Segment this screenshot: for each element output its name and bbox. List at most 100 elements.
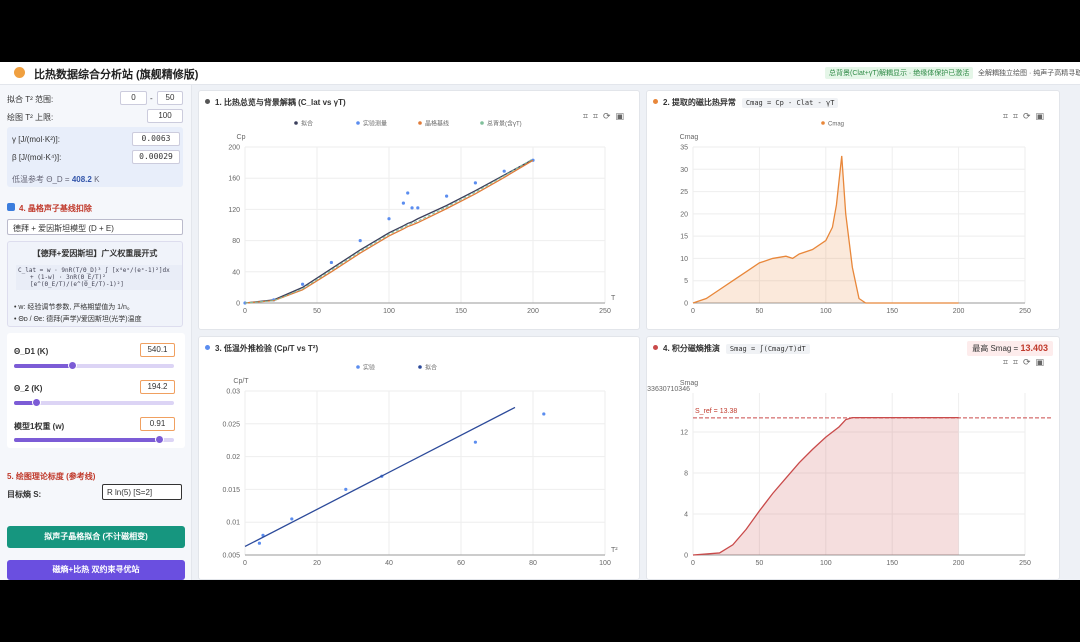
input[interactable]: 0	[120, 91, 147, 105]
header-note: 全解耦独立绘图 · 纯声子高精寻取	[978, 70, 1080, 77]
slider[interactable]	[14, 361, 174, 370]
separator: -	[150, 94, 153, 103]
chart: 0 50 100 150 200 250 0 4 8 12 Smag7933630710346 S_r…	[647, 380, 1053, 567]
legend-swatch	[418, 365, 422, 369]
formula: C_lat = w · 9nR(T/Θ_D)³ ∫ [x⁴eˣ/(eˣ-1)²]…	[16, 265, 182, 290]
y-tick-label: 5	[684, 278, 688, 285]
y-tick-label: 80	[232, 238, 240, 245]
legend-swatch	[821, 121, 825, 125]
data-point	[542, 412, 546, 416]
chart-panel: 1. 比热总览与背景解耦 (C_lat vs γT) ⌗⌗⟳▣ 0 50 100 15…	[198, 90, 640, 330]
y-axis-title: Cp/T	[233, 378, 249, 385]
input[interactable]: 0.00029	[132, 150, 180, 164]
app: 比热数据综合分析站 (旗舰精修版) 总背景(Clat+γT)解耦显示 · 绝缘体…	[0, 62, 1080, 580]
label: 拟合 T² 范围:	[7, 95, 54, 104]
toolbox[interactable]: ⌗⌗⟳▣	[1002, 357, 1049, 367]
formula-chip: Cmag = Cp - Clat - γT	[741, 98, 839, 108]
x-tick-label: 200	[953, 560, 965, 567]
slider[interactable]	[14, 398, 174, 407]
dot	[205, 99, 210, 104]
input[interactable]: 100	[147, 109, 183, 123]
x-tick-label: 50	[756, 308, 764, 315]
title-text: 4. 积分磁熵推演	[663, 344, 720, 353]
chart-panel: 2. 提取的磁比热异常 Cmag = Cp - Clat - γT ⌗⌗⟳▣ 0 5…	[646, 90, 1060, 330]
y-tick-label: 35	[680, 145, 688, 152]
input[interactable]: 50	[157, 91, 183, 105]
formula-title: 【德拜+爱因斯坦】广义权重展开式	[32, 249, 158, 258]
data-point	[502, 169, 506, 173]
data-point	[445, 194, 449, 198]
x-tick-label: 100	[383, 308, 395, 315]
optimize-button[interactable]: 磁熵+比热 双约束寻优站	[7, 560, 185, 580]
data-point	[301, 282, 305, 286]
slider-value[interactable]: 540.1	[140, 343, 175, 357]
chart: 0 20 40 60 80 100 0.005 0.01 0.015 0.02 0.025 0.03 C…	[222, 364, 618, 568]
y-tick-label: 40	[232, 269, 240, 276]
x-tick-label: 250	[599, 308, 611, 315]
unit: K	[94, 175, 100, 184]
line	[244, 406, 516, 548]
y-tick-label: 160	[228, 176, 240, 183]
y-tick-label: 0.03	[226, 389, 240, 396]
x-axis-title: T	[611, 295, 616, 302]
legend-label: 实验	[363, 364, 375, 372]
data-point	[410, 206, 414, 210]
data-point	[387, 217, 391, 221]
legend-label: 晶格基线	[425, 120, 449, 128]
data-point	[473, 440, 477, 444]
slider-value[interactable]: 0.91	[140, 417, 175, 431]
line	[692, 155, 959, 304]
formula-line: + (1-w) · 3nR(Θ_E/T)² [e^(Θ_E/T)/(e^(Θ_E…	[30, 274, 124, 288]
x-tick-label: 100	[599, 560, 611, 567]
legend-swatch	[418, 121, 422, 125]
chart-title: 1. 比热总览与背景解耦 (C_lat vs γT)	[215, 98, 346, 107]
y-tick-label: 30	[680, 167, 688, 174]
title-text: 2. 提取的磁比热异常	[663, 98, 736, 107]
y-tick-label: 200	[228, 145, 240, 152]
x-tick-label: 250	[1019, 308, 1031, 315]
slider-label: Θ_D1 (K)	[14, 347, 49, 356]
y-tick-label: 0.01	[226, 520, 240, 527]
dot	[205, 345, 210, 350]
legend-label: Cmag	[828, 122, 844, 128]
select[interactable]: R ln(5) [S=2]	[102, 484, 182, 500]
line	[244, 158, 534, 304]
label: 绘图 T² 上限:	[7, 113, 54, 122]
y-tick-label: 0	[684, 301, 688, 308]
line	[692, 416, 959, 556]
y-tick-label: 20	[680, 211, 688, 218]
fit-button[interactable]: 拟声子晶格拟合 (不计磁相变)	[7, 526, 185, 548]
section-title: 5. 绘图理论标度 (参考线)	[7, 472, 96, 481]
select[interactable]: 德拜 + 爱因斯坦模型 (D + E)	[7, 219, 183, 235]
chart-panel: 4. 积分磁熵推演 Smag = ∫(Cmag/T)dT 最高 Smag = 13…	[646, 336, 1060, 580]
input[interactable]: 0.0063	[132, 132, 180, 146]
slider[interactable]	[14, 435, 174, 444]
status-badge: 总背景(Clat+γT)解耦显示 · 绝缘体保护已激活	[825, 67, 974, 79]
y-tick-label: 10	[680, 256, 688, 263]
x-tick-label: 80	[529, 560, 537, 567]
area	[693, 417, 959, 555]
line	[244, 159, 534, 304]
area	[693, 155, 959, 303]
x-axis-title: T²	[611, 547, 618, 554]
data-point	[358, 239, 362, 243]
dot	[653, 99, 658, 104]
x-tick-label: 0	[243, 560, 247, 567]
y-axis-title: Cp	[237, 134, 246, 141]
chart-panel: 3. 低温外推检验 (Cp/T vs T²) 0 20 40 60 80 100 0.005…	[198, 336, 640, 580]
y-axis-title: Cmag	[680, 134, 699, 141]
toolbox[interactable]: ⌗⌗⟳▣	[1002, 111, 1049, 121]
formula-line: C_lat = w · 9nR(T/Θ_D)³ ∫ [x⁴eˣ/(eˣ-1)²]…	[18, 267, 170, 274]
line	[244, 158, 534, 304]
legend-label: 拟合	[301, 120, 313, 128]
bullet: • w: 经验调节参数, 严格期望值为 1/n。	[14, 304, 134, 311]
x-tick-label: 60	[457, 560, 465, 567]
checkbox[interactable]	[7, 203, 15, 211]
slider-value[interactable]: 194.2	[140, 380, 175, 394]
x-tick-label: 20	[313, 560, 321, 567]
badge-value: 13.403	[1020, 343, 1048, 353]
label: 低温参考 Θ_D =	[12, 175, 70, 184]
toolbox[interactable]: ⌗⌗⟳▣	[582, 111, 629, 121]
section-title: 4. 晶格声子基线扣除	[19, 204, 92, 213]
y-tick-label: 120	[228, 207, 240, 214]
